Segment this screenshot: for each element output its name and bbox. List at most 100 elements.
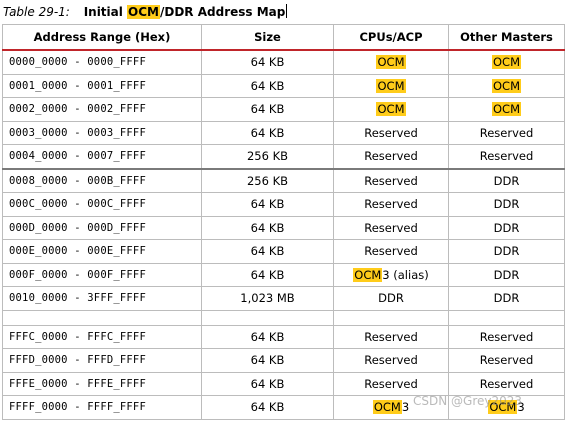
table-row: FFFF_0000 - FFFF_FFFF 64 KB OCM3 OCM3 (2, 395, 565, 420)
other-masters-cell: OCM3 (448, 395, 565, 420)
size-cell: 64 KB (201, 348, 334, 373)
address-start: 000D_0000 (9, 221, 68, 234)
size-cell: 64 KB (201, 192, 334, 217)
address-start: 000E_0000 (9, 245, 68, 258)
size-cell: 64 KB (201, 97, 334, 122)
other-masters-value: Reserved (479, 376, 534, 391)
address-end: FFFF_FFFF (87, 401, 146, 414)
cpus-acp-cell: DDR (333, 286, 449, 311)
address-dash: - (67, 126, 88, 139)
address-start: 0008_0000 (9, 174, 68, 187)
address-dash: - (67, 79, 88, 92)
address-range-cell: 000F_0000 - 000F_FFFF (2, 262, 202, 287)
cpus-acp-value: Reserved (364, 197, 418, 212)
address-dash: - (67, 354, 88, 367)
size-cell: 64 KB (201, 262, 334, 287)
size-cell: 64 KB (201, 215, 334, 240)
size-cell: 64 KB (201, 395, 334, 420)
table-row: 0008_0000 - 000B_FFFF 256 KB Reserved DDR (2, 167, 565, 193)
address-start: 0001_0000 (9, 79, 68, 92)
address-range-cell: 000C_0000 - 000C_FFFF (2, 192, 202, 217)
other-masters-value: DDR (493, 244, 520, 259)
address-start: FFFF_0000 (9, 401, 68, 414)
cpus-acp-note: 3 (401, 400, 410, 415)
address-start: 0003_0000 (9, 126, 68, 139)
address-range-cell: FFFC_0000 - FFFC_FFFF (2, 324, 202, 349)
table-row: 000C_0000 - 000C_FFFF 64 KB Reserved DDR (2, 192, 565, 217)
address-start: 0000_0000 (9, 56, 68, 69)
cpus-acp-value: OCM (376, 78, 406, 93)
address-end: 0003_FFFF (87, 126, 146, 139)
cpus-acp-cell: Reserved (333, 324, 449, 349)
other-masters-cell: OCM (448, 49, 565, 75)
address-end: FFFE_FFFF (87, 377, 146, 390)
table-body: 0000_0000 - 0000_FFFF 64 KB OCM OCM 0001_000… (2, 49, 565, 420)
cpus-acp-cell: Reserved (333, 144, 449, 169)
size-cell: 64 KB (201, 73, 334, 98)
other-masters-value: DDR (493, 267, 520, 282)
address-end: 0001_FFFF (87, 79, 146, 92)
cpus-acp-value: Reserved (364, 353, 418, 368)
table-row: 0004_0000 - 0007_FFFF 256 KB Reserved Reser… (2, 144, 565, 169)
cpus-acp-value: OCM (372, 400, 402, 415)
cpus-acp-value: Reserved (364, 149, 418, 164)
table-row: FFFE_0000 - FFFE_FFFF 64 KB Reserved Reserv… (2, 371, 565, 396)
address-dash: - (67, 245, 88, 258)
address-dash: - (67, 268, 88, 281)
cpus-acp-cell: OCM (333, 73, 449, 98)
title-highlight: OCM (127, 5, 160, 19)
address-end: FFFC_FFFF (87, 330, 146, 343)
other-masters-cell: DDR (448, 215, 565, 240)
cpus-acp-cell: OCM3 (alias) (333, 262, 449, 287)
cpus-acp-cell: Reserved (333, 215, 449, 240)
address-end: 000B_FFFF (87, 174, 146, 187)
address-range-cell: 000D_0000 - 000D_FFFF (2, 215, 202, 240)
other-masters-value: OCM (491, 55, 521, 70)
other-masters-value: OCM (491, 102, 521, 117)
size-cell: 64 KB (201, 239, 334, 264)
address-dash: - (67, 377, 88, 390)
cpus-acp-cell: OCM (333, 49, 449, 75)
address-dash: - (67, 174, 88, 187)
address-end: 0002_FFFF (87, 103, 146, 116)
table-number: Table 29-1: (3, 5, 70, 19)
spacer-row (2, 309, 565, 326)
other-masters-cell: Reserved (448, 371, 565, 396)
address-end: FFFD_FFFF (87, 354, 146, 367)
address-range-cell: 0008_0000 - 000B_FFFF (2, 167, 202, 193)
address-start: FFFE_0000 (9, 377, 68, 390)
title-prefix: Initial (83, 5, 128, 19)
table-row: 0002_0000 - 0002_FFFF 64 KB OCM OCM (2, 97, 565, 122)
address-range-cell: 0004_0000 - 0007_FFFF (2, 144, 202, 169)
address-dash: - (67, 292, 88, 305)
cpus-acp-cell: Reserved (333, 120, 449, 145)
table-row: 000F_0000 - 000F_FFFF 64 KB OCM3 (alias) DD… (2, 262, 565, 287)
other-masters-cell: DDR (448, 239, 565, 264)
header-address-range: Address Range (Hex) (2, 24, 202, 51)
cpus-acp-value: OCM (376, 102, 406, 117)
table-row: FFFD_0000 - FFFD_FFFF 64 KB Reserved Reserv… (2, 348, 565, 373)
header-size: Size (201, 24, 334, 51)
table-row: 0001_0000 - 0001_FFFF 64 KB OCM OCM (2, 73, 565, 98)
empty-cell (201, 309, 334, 326)
cpus-acp-value: OCM (353, 267, 383, 282)
address-range-cell: 0001_0000 - 0001_FFFF (2, 73, 202, 98)
table-caption: Table 29-1: Initial OCM/DDR Address Map (3, 2, 563, 22)
address-range-cell: FFFF_0000 - FFFF_FFFF (2, 395, 202, 420)
address-map-table: Address Range (Hex) Size CPUs/ACP Other … (2, 24, 565, 420)
address-end: 000F_FFFF (87, 268, 146, 281)
other-masters-cell: Reserved (448, 324, 565, 349)
table-row: 0000_0000 - 0000_FFFF 64 KB OCM OCM (2, 49, 565, 75)
empty-cell (333, 309, 449, 326)
other-masters-note: 3 (517, 400, 525, 415)
header-cpus-acp: CPUs/ACP (333, 24, 449, 51)
address-start: 000F_0000 (9, 268, 68, 281)
cpus-acp-value: Reserved (364, 125, 418, 140)
address-end: 000D_FFFF (87, 221, 146, 234)
text-cursor (286, 4, 288, 18)
address-dash: - (67, 221, 88, 234)
address-range-cell: 0002_0000 - 0002_FFFF (2, 97, 202, 122)
empty-cell (2, 309, 202, 326)
cpus-acp-cell: Reserved (333, 348, 449, 373)
title-suffix: /DDR Address Map (160, 5, 286, 19)
